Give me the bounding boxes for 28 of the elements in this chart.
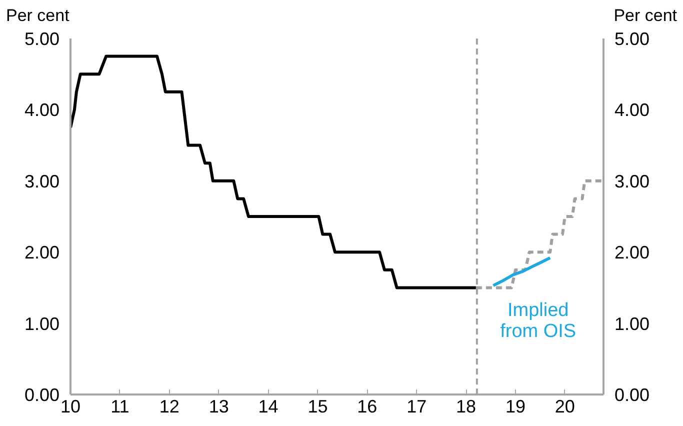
y-tick-label: 2.00: [24, 242, 60, 263]
y2-axis-title: Per cent: [614, 5, 677, 27]
y2-tick-label: 5.00: [614, 29, 650, 49]
x-tick-label: 17: [406, 396, 427, 416]
y2-tick-label: 0.00: [614, 385, 650, 405]
x-tick-label: 20: [554, 396, 575, 416]
line-series: [492, 256, 552, 288]
y2-tick-label: 2.00: [614, 242, 650, 263]
y-tick-label: 5.00: [24, 29, 60, 49]
y-axis-title: Per cent: [6, 5, 70, 27]
y2-tick-label: 4.00: [614, 100, 650, 120]
x-tick-label: 13: [208, 396, 229, 416]
series-label: Implied from OIS: [500, 300, 576, 342]
y-tick-label: 0.00: [24, 385, 60, 405]
x-tick-label: 19: [505, 396, 526, 416]
x-tick-label: 14: [258, 396, 278, 416]
x-tick-label: 15: [308, 396, 328, 416]
y2-tick-label: 3.00: [614, 171, 650, 192]
y-tick-label: 1.00: [24, 314, 60, 334]
x-tick-label: 18: [456, 396, 476, 416]
y2-tick-label: 1.00: [614, 314, 650, 334]
line-series: [70, 54, 478, 290]
x-tick-label: 11: [110, 396, 130, 416]
x-tick-label: 10: [60, 396, 81, 416]
x-tick-label: 16: [357, 396, 378, 416]
x-tick-label: 12: [159, 396, 180, 416]
y-tick-label: 4.00: [24, 100, 60, 120]
y-tick-label: 3.00: [24, 171, 60, 192]
